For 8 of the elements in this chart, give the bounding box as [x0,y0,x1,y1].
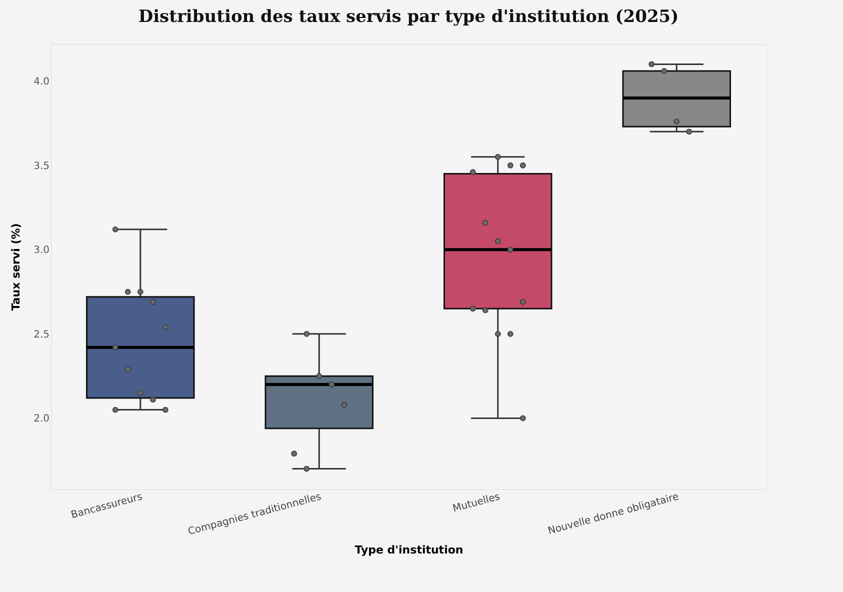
y-tick-label: 2.5 [34,329,50,340]
chart-title: Distribution des taux servis par type d'institution (2025) [138,7,679,27]
x-axis-title: Type d'institution [354,544,464,557]
y-tick-label: 2.0 [34,414,50,425]
y-tick-label: 3.5 [34,160,50,172]
y-tick-label: 3.0 [34,245,50,256]
y-tick-label: 4.0 [34,76,50,88]
y-axis-title: Taux servi (%) [10,223,23,311]
